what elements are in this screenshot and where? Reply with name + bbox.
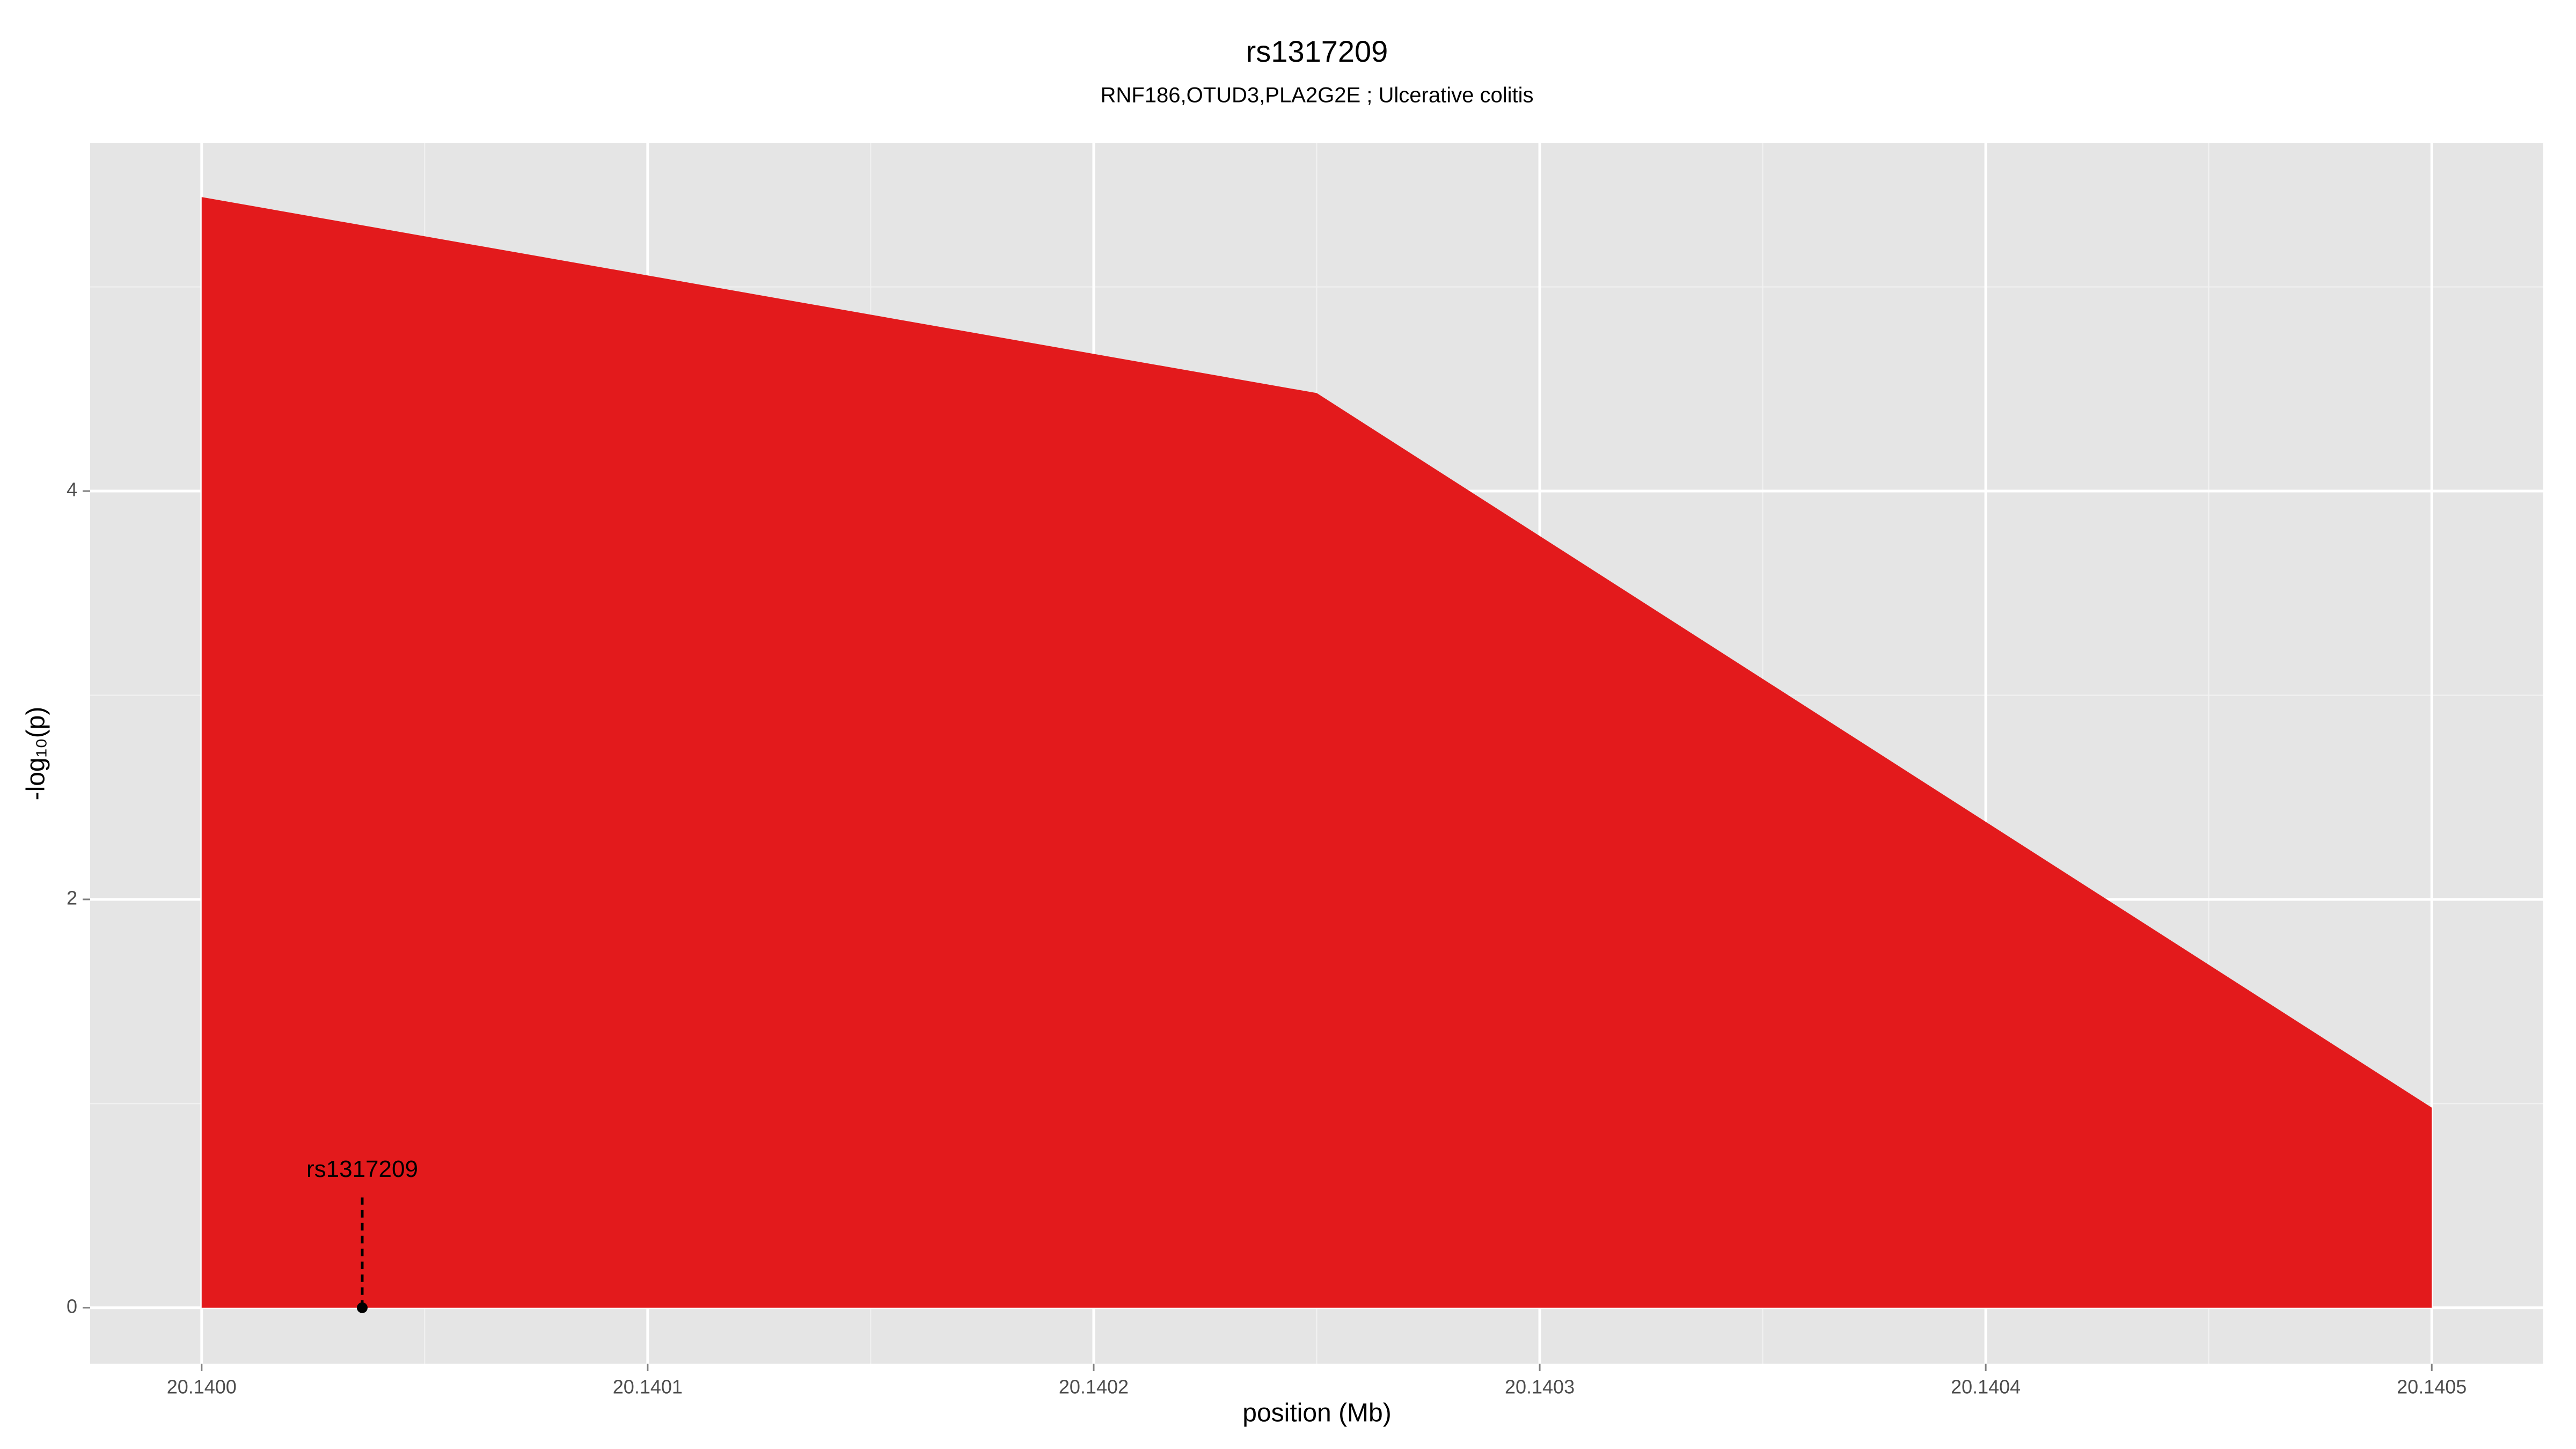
chart-subtitle: RNF186,OTUD3,PLA2G2E ; Ulcerative coliti… [1101, 84, 1534, 107]
x-axis-title: position (Mb) [1242, 1399, 1391, 1428]
y-tick-label: 4 [67, 479, 77, 501]
annotation-label: rs1317209 [306, 1156, 418, 1182]
x-tick-label: 20.1401 [613, 1376, 683, 1398]
x-tick-label: 20.1405 [2397, 1376, 2467, 1398]
x-tick-label: 20.1403 [1505, 1376, 1575, 1398]
y-axis-title: -log₁₀(p) [22, 707, 50, 801]
area [201, 197, 2432, 1308]
annotation-point [356, 1302, 368, 1313]
y-tick-label: 0 [67, 1295, 77, 1317]
chart-title: rs1317209 [1246, 34, 1388, 68]
x-tick-label: 20.1402 [1059, 1376, 1129, 1398]
y-tick-label: 2 [67, 887, 77, 909]
x-tick-label: 20.1404 [1951, 1376, 2021, 1398]
x-tick-label: 20.1400 [167, 1376, 237, 1398]
